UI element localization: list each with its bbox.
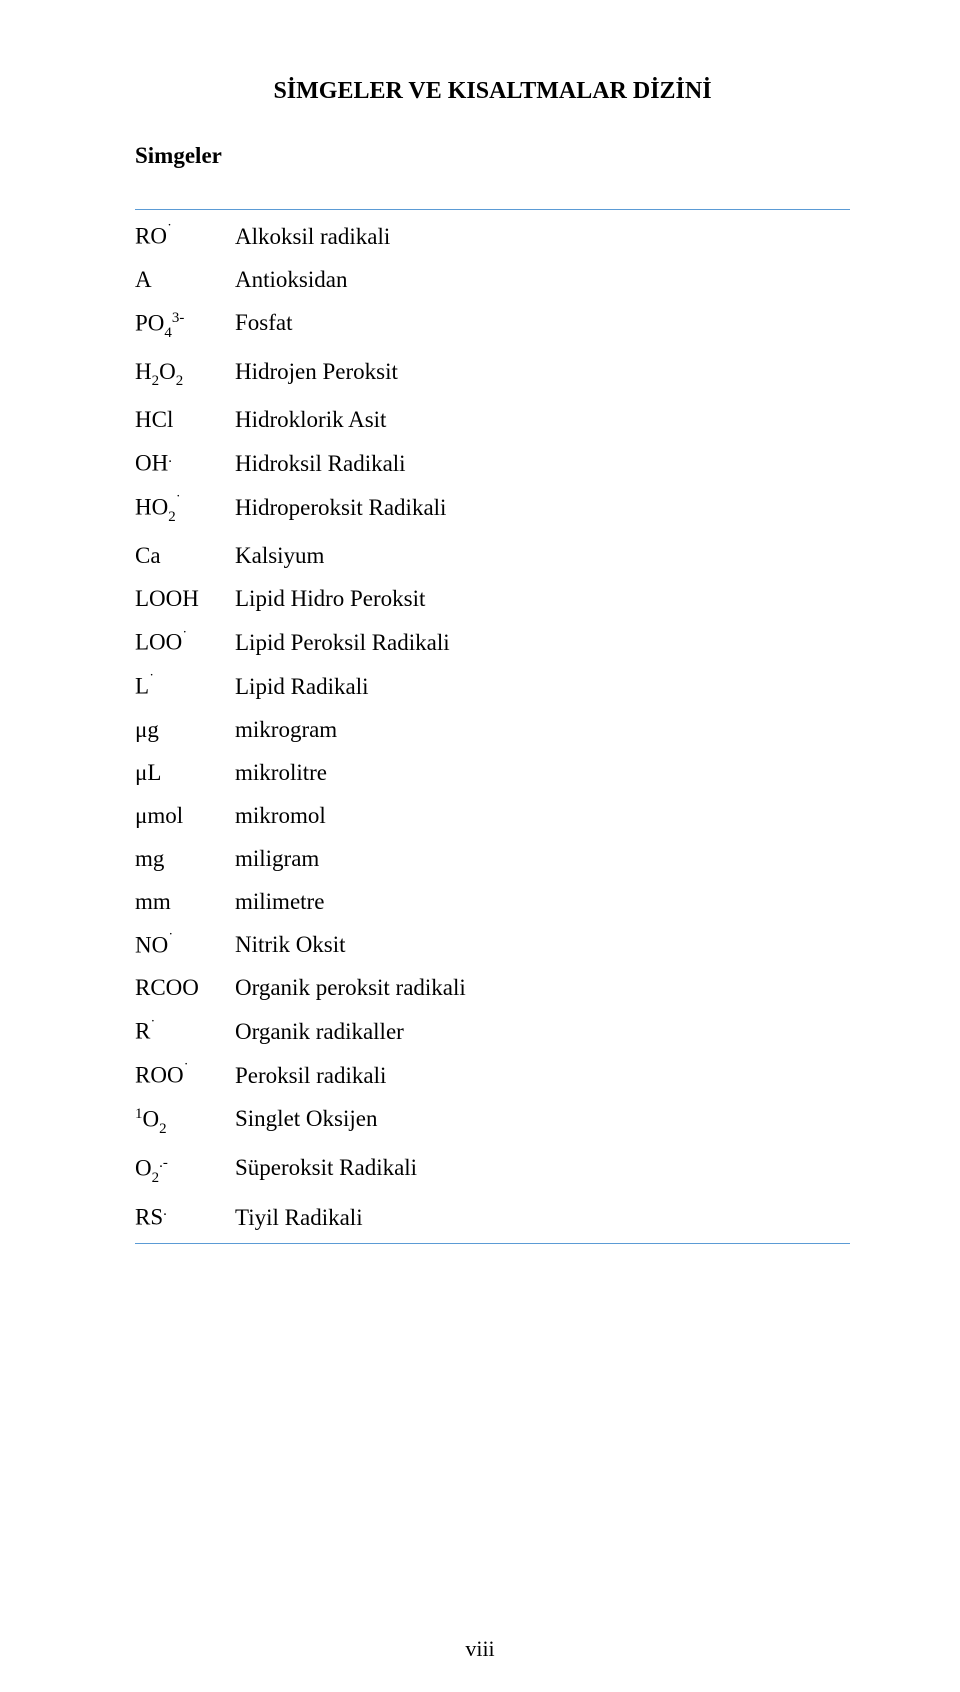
symbol-cell: LOO˙ xyxy=(135,630,235,654)
symbol-cell: OH. xyxy=(135,451,235,475)
table-row: LOO˙Lipid Peroksil Radikali xyxy=(135,620,850,664)
definition-cell: Hidroklorik Asit xyxy=(235,408,850,431)
definition-cell: Organik peroksit radikali xyxy=(235,976,850,999)
table-row: CaKalsiyum xyxy=(135,534,850,577)
symbol-cell: LOOH xyxy=(135,587,235,610)
table-row: μmolmikromol xyxy=(135,794,850,837)
table-row: RCOOOrganik peroksit radikali xyxy=(135,966,850,1009)
symbol-cell: mg xyxy=(135,847,235,870)
symbol-cell: mm xyxy=(135,890,235,913)
table-row: RS.Tiyil Radikali xyxy=(135,1195,850,1239)
symbol-cell: RCOO xyxy=(135,976,235,999)
table-row: μLmikrolitre xyxy=(135,751,850,794)
definition-cell: Nitrik Oksit xyxy=(235,933,850,956)
page-title: SİMGELER VE KISALTMALAR DİZİNİ xyxy=(135,78,850,105)
definition-cell: mikrogram xyxy=(235,718,850,741)
definition-cell: Süperoksit Radikali xyxy=(235,1156,850,1179)
symbol-cell: μL xyxy=(135,761,235,784)
definition-cell: mikromol xyxy=(235,804,850,827)
symbol-cell: ROO˙ xyxy=(135,1063,235,1087)
symbol-cell: R˙ xyxy=(135,1019,235,1043)
definition-cell: milimetre xyxy=(235,890,850,913)
definition-cell: Alkoksil radikali xyxy=(235,225,850,248)
symbol-cell: L˙ xyxy=(135,674,235,698)
symbol-cell: RS. xyxy=(135,1205,235,1229)
table-row: PO43-Fosfat xyxy=(135,301,850,350)
table-row: μgmikrogram xyxy=(135,708,850,751)
definition-cell: Hidrojen Peroksit xyxy=(235,360,850,383)
symbol-cell: μg xyxy=(135,718,235,741)
symbol-cell: PO43- xyxy=(135,311,235,340)
symbol-cell: Ca xyxy=(135,544,235,567)
definition-cell: Organik radikaller xyxy=(235,1020,850,1043)
symbol-cell: μmol xyxy=(135,804,235,827)
definition-cell: Kalsiyum xyxy=(235,544,850,567)
symbol-cell: A xyxy=(135,268,235,291)
page: SİMGELER VE KISALTMALAR DİZİNİ Simgeler … xyxy=(0,0,960,1692)
symbol-cell: 1O2 xyxy=(135,1107,235,1136)
definition-cell: Peroksil radikali xyxy=(235,1064,850,1087)
definition-cell: Singlet Oksijen xyxy=(235,1107,850,1130)
page-number: viii xyxy=(0,1636,960,1662)
table-row: OH.Hidroksil Radikali xyxy=(135,441,850,485)
definition-cell: Lipid Peroksil Radikali xyxy=(235,631,850,654)
table-row: mgmiligram xyxy=(135,837,850,880)
definition-cell: Hidroperoksit Radikali xyxy=(235,496,850,519)
table-row: H2O2Hidrojen Peroksit xyxy=(135,350,850,399)
table-row: mmmilimetre xyxy=(135,880,850,923)
definition-cell: miligram xyxy=(235,847,850,870)
table-row: ROO˙Peroksil radikali xyxy=(135,1053,850,1097)
symbol-cell: NO˙ xyxy=(135,933,235,957)
symbol-cell: H2O2 xyxy=(135,360,235,389)
table-row: HO2˙Hidroperoksit Radikali xyxy=(135,485,850,534)
section-heading: Simgeler xyxy=(135,143,850,169)
symbol-cell: HO2˙ xyxy=(135,495,235,524)
definition-cell: Hidroksil Radikali xyxy=(235,452,850,475)
table-row: 1O2Singlet Oksijen xyxy=(135,1097,850,1146)
symbol-cell: HCl xyxy=(135,408,235,431)
table-row: AAntioksidan xyxy=(135,258,850,301)
symbol-cell: O2.- xyxy=(135,1156,235,1185)
table-row: R˙Organik radikaller xyxy=(135,1009,850,1053)
table-row: NO˙Nitrik Oksit xyxy=(135,923,850,967)
definition-cell: Tiyil Radikali xyxy=(235,1206,850,1229)
table-row: LOOHLipid Hidro Peroksit xyxy=(135,577,850,620)
table-row: O2.-Süperoksit Radikali xyxy=(135,1146,850,1195)
table-row: HClHidroklorik Asit xyxy=(135,398,850,441)
definition-cell: mikrolitre xyxy=(235,761,850,784)
table-row: L˙Lipid Radikali xyxy=(135,664,850,708)
symbol-cell: RO˙ xyxy=(135,224,235,248)
definition-cell: Antioksidan xyxy=(235,268,850,291)
table-row: RO˙Alkoksil radikali xyxy=(135,214,850,258)
definition-cell: Lipid Hidro Peroksit xyxy=(235,587,850,610)
definition-cell: Fosfat xyxy=(235,311,850,334)
definition-cell: Lipid Radikali xyxy=(235,675,850,698)
symbols-table: RO˙Alkoksil radikaliAAntioksidanPO43-Fos… xyxy=(135,209,850,1244)
